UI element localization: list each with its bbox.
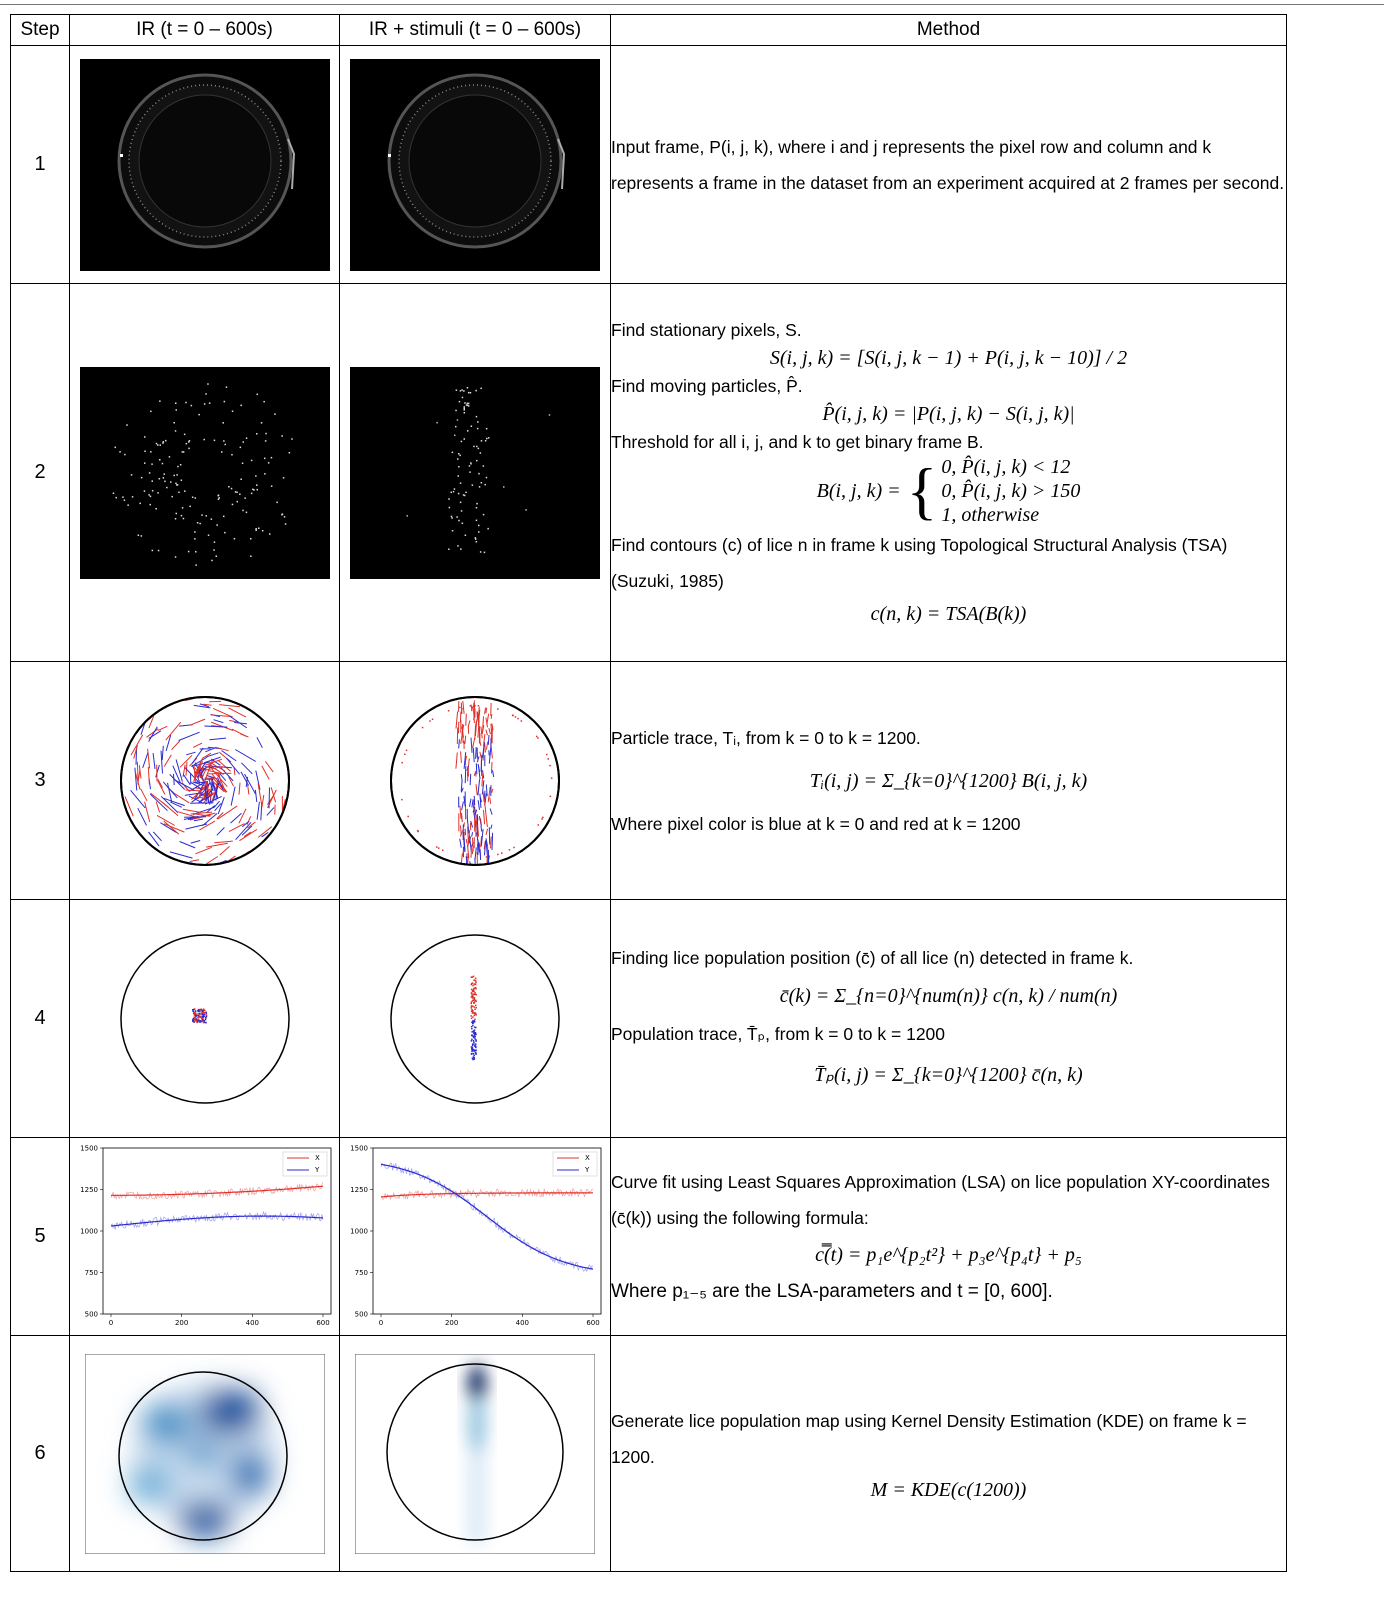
y-tick-label: 500 <box>355 1310 368 1318</box>
ir-population-position-image <box>69 899 340 1138</box>
equation-case: 1, otherwise <box>941 503 1040 526</box>
equation: S(i, j, k) = [S(i, j, k − 1) + P(i, j, k… <box>769 346 1128 369</box>
series-y-fit <box>380 1163 594 1270</box>
ir-particle-trace-image <box>69 661 340 900</box>
equation: Tᵢ(i, j) = Σ_{k=0}^{1200} B(i, j, k) <box>809 769 1088 792</box>
series-x-fit <box>110 1185 323 1196</box>
table-row-step-1: 1 Input frame, P(i, j, k), where <box>10 45 1287 284</box>
ir-stimuli-kde-map <box>339 1335 611 1572</box>
y-tick-label: 1500 <box>80 1144 98 1152</box>
step-number: 3 <box>10 661 70 900</box>
method-cell: Curve fit using Least Squares Approximat… <box>610 1137 1287 1336</box>
y-tick-label: 750 <box>84 1269 97 1277</box>
method-text: Find moving particles, P̂. <box>611 375 803 396</box>
x-tick-label: 0 <box>379 1319 383 1327</box>
method-cell: Find stationary pixels, S. S(i, j, k) = … <box>610 283 1287 662</box>
equation-case: 0, P̂(i, j, k) < 12 <box>941 455 1071 478</box>
ir-stimuli-xy-plot: 1500 1250 1000 750 500 0 200 400 600 X Y <box>339 1137 611 1336</box>
y-tick-label: 1250 <box>350 1186 368 1194</box>
brace-icon: { <box>906 454 938 526</box>
series-x-fit <box>380 1191 593 1198</box>
method-text: Where p₁₋₅ are the LSA-parameters and t … <box>611 1280 1053 1302</box>
y-tick-label: 1000 <box>80 1227 98 1235</box>
method-text: Curve fit using Least Squares Approximat… <box>611 1171 1270 1228</box>
equation: c̄(k) = Σ_{n=0}^{num(n)} c(n, k) / num(n… <box>779 984 1118 1007</box>
header-method: Method <box>610 14 1287 46</box>
method-text: Generate lice population map using Kerne… <box>611 1410 1247 1467</box>
method-cell: Finding lice population position (c̄) of… <box>610 899 1287 1138</box>
ir-binary-image <box>69 283 340 662</box>
x-tick-label: 600 <box>316 1319 329 1327</box>
series-y-raw <box>380 1162 594 1272</box>
legend-y: Y <box>314 1166 320 1174</box>
method-cell: Input frame, P(i, j, k), where i and j r… <box>610 45 1287 284</box>
y-tick-label: 1250 <box>80 1186 98 1194</box>
step-number: 1 <box>10 45 70 284</box>
x-tick-label: 600 <box>586 1319 599 1327</box>
x-tick-label: 400 <box>516 1319 529 1327</box>
method-text: Input frame, P(i, j, k), where i and j r… <box>611 136 1285 193</box>
series-y-fit <box>110 1215 323 1227</box>
method-cell: Particle trace, Tᵢ, from k = 0 to k = 12… <box>610 661 1287 900</box>
y-tick-label: 500 <box>84 1310 97 1318</box>
x-tick-label: 200 <box>445 1319 458 1327</box>
ir-frame-image <box>69 45 340 284</box>
ir-xy-plot: 1500 1250 1000 750 500 0 200 400 600 X Y <box>69 1137 340 1336</box>
method-text: Threshold for all i, j, and k to get bin… <box>611 431 984 452</box>
equation: P̂(i, j, k) = |P(i, j, k) − S(i, j, k)| <box>822 402 1075 425</box>
ir-stimuli-particle-trace-image <box>339 661 611 900</box>
legend-x: X <box>585 1154 590 1162</box>
table-row-step-3: 3 Particle trace, Tᵢ, from k = 0 to k = … <box>10 661 1287 900</box>
y-tick-label: 1500 <box>350 1144 368 1152</box>
step-number: 4 <box>10 899 70 1138</box>
method-text: Find stationary pixels, S. <box>611 319 802 340</box>
y-tick-label: 1000 <box>350 1227 368 1235</box>
equation-case: 0, P̂(i, j, k) > 150 <box>941 479 1081 502</box>
method-text: Particle trace, Tᵢ, from k = 0 to k = 12… <box>611 727 921 748</box>
header-step: Step <box>10 14 70 46</box>
method-text: Population trace, T̄ₚ, from k = 0 to k =… <box>611 1023 946 1044</box>
x-tick-label: 0 <box>108 1319 112 1327</box>
plot-legend: X Y <box>552 1151 598 1176</box>
legend-y: Y <box>584 1166 590 1174</box>
step-number: 5 <box>10 1137 70 1336</box>
equation: M = KDE(c(1200)) <box>870 1478 1027 1501</box>
table-row-step-2: 2 Find stationary pixels, S. S(i, j, k) … <box>10 283 1287 662</box>
x-tick-label: 400 <box>245 1319 258 1327</box>
equation-lhs: B(i, j, k) = <box>816 479 901 502</box>
table-row-step-4: 4 Finding lice population position (c̄) … <box>10 899 1287 1138</box>
equation: T̄ₚ(i, j) = Σ_{k=0}^{1200} c̄(n, k) <box>814 1063 1083 1086</box>
plot-legend: X Y <box>282 1151 327 1176</box>
header-ir-stimuli: IR + stimuli (t = 0 – 600s) <box>339 14 611 46</box>
ir-kde-map <box>69 1335 340 1572</box>
series-x-raw <box>380 1187 594 1200</box>
ir-stimuli-population-position-image <box>339 899 611 1138</box>
ir-stimuli-frame-image <box>339 45 611 284</box>
step-number: 6 <box>10 1335 70 1572</box>
x-tick-label: 200 <box>174 1319 187 1327</box>
equation: c̿(t) = p₁e^{p₂t²} + p₃e^{p₄t} + p₅ <box>815 1243 1082 1266</box>
legend-x: X <box>315 1154 320 1162</box>
y-tick-label: 750 <box>355 1269 368 1277</box>
step-number: 2 <box>10 283 70 662</box>
header-ir: IR (t = 0 – 600s) <box>69 14 340 46</box>
table-row-step-5: 5 1500 1250 1000 750 500 0 200 400 600 X Y 1500 1… <box>10 1137 1287 1336</box>
ir-stimuli-binary-image <box>339 283 611 662</box>
method-cell: Generate lice population map using Kerne… <box>610 1335 1287 1572</box>
method-table: Step IR (t = 0 – 600s) IR + stimuli (t =… <box>10 14 1287 1572</box>
method-text: Find contours (c) of lice n in frame k u… <box>611 534 1228 591</box>
method-text: Where pixel color is blue at k = 0 and r… <box>611 813 1021 834</box>
equation: c(n, k) = TSA(B(k)) <box>870 602 1027 625</box>
top-rule <box>0 4 1384 5</box>
method-text: Finding lice population position (c̄) of… <box>611 947 1134 968</box>
table-row-step-6: 6 <box>10 1335 1287 1572</box>
piecewise-equation: B(i, j, k) = { 0, P̂(i, j, k) < 12 0, P̂… <box>611 455 1286 527</box>
header-row: Step IR (t = 0 – 600s) IR + stimuli (t =… <box>10 14 1287 46</box>
